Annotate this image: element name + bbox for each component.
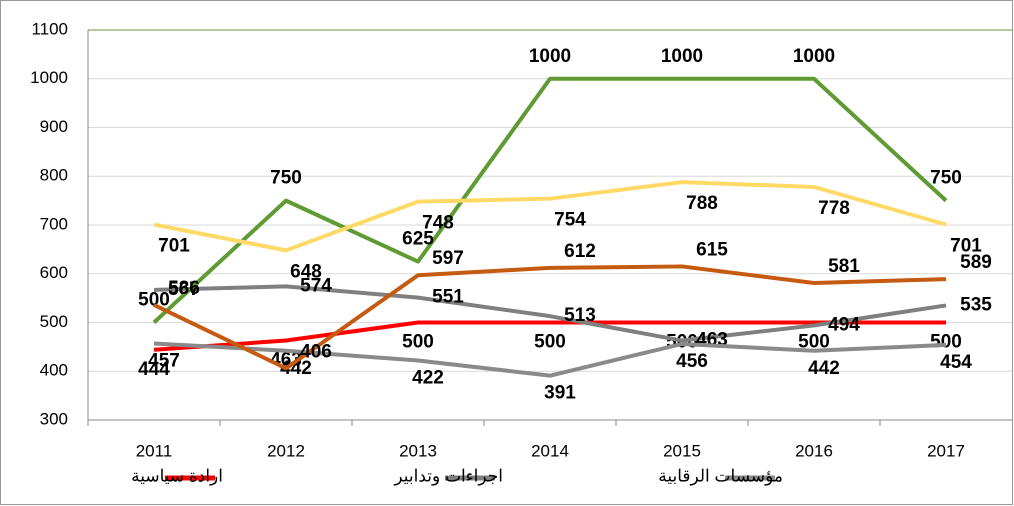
x-tick-label: 2011 — [136, 441, 173, 460]
data-label: 551 — [432, 287, 464, 308]
data-label: 456 — [676, 351, 708, 372]
y-tick-label: 1100 — [31, 19, 68, 38]
data-label: 422 — [412, 368, 444, 389]
data-label: 567 — [168, 279, 200, 300]
data-label: 589 — [960, 252, 992, 273]
data-label: 444 — [138, 359, 170, 380]
data-label: 500 — [402, 332, 434, 353]
y-tick-label: 300 — [40, 409, 68, 428]
data-label: 597 — [432, 248, 464, 269]
y-tick-label: 400 — [40, 361, 68, 380]
data-label: 701 — [950, 236, 982, 257]
data-label: 500 — [138, 290, 170, 311]
data-label: 750 — [270, 168, 302, 189]
data-label: 788 — [686, 193, 718, 214]
data-label: 406 — [300, 341, 332, 362]
x-tick-label: 2016 — [795, 441, 833, 460]
data-label: 1000 — [661, 46, 703, 67]
legend-label: مؤسسات الرقابية — [658, 466, 783, 486]
y-tick-label: 1000 — [30, 68, 68, 87]
data-label: 581 — [828, 256, 860, 277]
data-label: 536 — [168, 278, 200, 299]
data-label: 1000 — [793, 46, 835, 67]
data-label: 454 — [940, 352, 972, 373]
line-series — [153, 264, 947, 371]
x-tick-label: 2014 — [531, 441, 569, 460]
line-series — [153, 284, 947, 343]
data-label: 391 — [544, 383, 576, 404]
data-label: 500 — [534, 332, 566, 353]
y-tick-label: 700 — [40, 214, 68, 233]
data-label: 754 — [554, 210, 586, 231]
data-label: 648 — [290, 261, 322, 282]
line-series — [153, 341, 947, 378]
data-label: 701 — [158, 236, 190, 257]
legend-label: اجراءات وتدابير — [393, 466, 503, 486]
data-label: 500 — [930, 332, 962, 353]
data-label: 457 — [148, 350, 180, 371]
y-tick-label: 800 — [40, 166, 68, 185]
y-tick-label: 500 — [40, 312, 68, 331]
line-series — [153, 320, 946, 352]
data-label: 535 — [960, 294, 992, 315]
x-tick-label: 2017 — [927, 441, 965, 460]
data-label: 615 — [696, 239, 728, 260]
data-label: 778 — [818, 198, 850, 219]
x-tick-label: 2013 — [399, 441, 437, 460]
data-label: 625 — [402, 229, 434, 250]
line-series — [153, 180, 947, 253]
data-label: 612 — [564, 241, 596, 262]
data-label: 1000 — [529, 46, 571, 67]
y-tick-label: 900 — [40, 117, 68, 136]
data-label: 442 — [280, 358, 312, 379]
y-tick-label: 600 — [40, 263, 68, 282]
data-label: 748 — [422, 213, 454, 234]
data-label: 442 — [808, 358, 840, 379]
data-label: 500 — [798, 332, 830, 353]
x-tick-label: 2015 — [663, 441, 701, 460]
data-label: 513 — [564, 305, 596, 326]
data-label: 494 — [828, 314, 860, 335]
x-tick-label: 2012 — [267, 441, 305, 460]
legend-label: ارادة سياسية — [131, 466, 223, 486]
data-label: 750 — [930, 168, 962, 189]
line-series — [152, 76, 948, 324]
data-label: 574 — [300, 275, 332, 296]
